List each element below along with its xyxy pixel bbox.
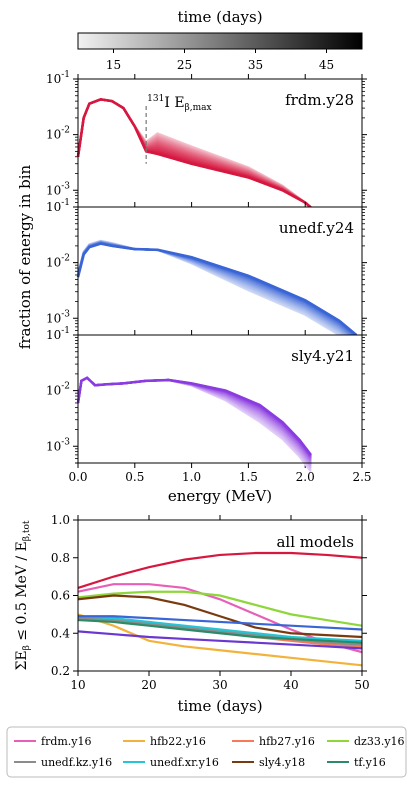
spectrum-line — [76, 376, 312, 456]
panel-label: all models — [276, 533, 354, 551]
legend-entry: dz33.y16 — [354, 735, 405, 748]
shared-ylabel: fraction of energy in bin — [16, 164, 34, 349]
panel-label: unedf.y24 — [279, 219, 354, 237]
legend-entry: sly4.y18 — [259, 756, 305, 769]
ytick-label: 10-3 — [46, 309, 70, 325]
legend: frdm.y16 hfb22.y16 hfb27.y16 dz33.y16 unedf.… — [6, 726, 407, 778]
panel-all-models: 0.2 0.4 0.6 0.8 1.0 10 20 30 40 50 all models time … — [14, 513, 370, 715]
xtick-label: 10 — [70, 678, 85, 692]
ytick-label: 10-2 — [46, 382, 70, 398]
legend-entry: unedf.xr.y16 — [150, 756, 219, 769]
model-line-unedf.xr.y16 — [77, 615, 363, 642]
xtick-label: 0.0 — [68, 470, 87, 484]
colorbar-tick-label: 25 — [177, 58, 192, 72]
legend-entry: hfb22.y16 — [150, 735, 206, 748]
ytick-label: 10-1 — [46, 198, 70, 214]
spectrum-line — [76, 98, 318, 214]
ytick-label: 0.6 — [51, 589, 70, 603]
legend-entry: tf.y16 — [354, 756, 386, 769]
ytick-label: 10-3 — [46, 181, 70, 197]
xtick-label: 20 — [141, 678, 156, 692]
xtick-label: 30 — [212, 678, 227, 692]
model-line-frdm.y28 — [77, 551, 363, 589]
model-line-sly4.y18 — [77, 594, 363, 639]
ytick-label: 10-2 — [46, 126, 70, 142]
ytick-label: 0.4 — [51, 626, 70, 640]
xtick-label: 50 — [354, 678, 369, 692]
xtick-label: 2.0 — [296, 470, 315, 484]
panel-sly4: 10-1 10-2 10-3 sly4.y21 0.0 0.5 1.0 1.5 2.0 2.5 en… — [46, 326, 372, 505]
colorbar-title: time (days) — [177, 8, 262, 26]
model-line-sly4.y21 — [77, 630, 363, 650]
panel-label: frdm.y28 — [285, 91, 354, 109]
xtick-label: 0.5 — [125, 470, 144, 484]
legend-entry: hfb27.y16 — [259, 735, 315, 748]
panel-label: sly4.y21 — [291, 347, 354, 365]
panel-frdm: 10-1 10-2 10-3 frdm.y28 131I Eβ,max — [46, 70, 367, 214]
ytick-label: 1.0 — [51, 513, 70, 527]
colorbar-tick-label: 45 — [319, 58, 334, 72]
model-line-unedf.y24 — [78, 615, 363, 631]
xtick-label: 2.5 — [352, 470, 371, 484]
colorbar-ticks: 15 25 35 45 — [106, 49, 334, 72]
model-line-hfb22.y16 — [77, 613, 363, 667]
ebeta-max-label: 131I Eβ,max — [147, 94, 211, 113]
panel-unedf: 10-1 10-2 10-3 unedf.y24 — [46, 198, 367, 351]
ytick-label: 10-1 — [46, 70, 70, 86]
xtick-label: 1.5 — [239, 470, 258, 484]
ytick-label: 10-3 — [46, 437, 70, 453]
colorbar — [77, 32, 363, 50]
ytick-label: 0.8 — [51, 551, 70, 565]
xaxis-label: time (days) — [177, 697, 262, 715]
spectrum-line — [76, 242, 358, 336]
legend-entry: frdm.y16 — [41, 735, 92, 748]
legend-entry: unedf.kz.y16 — [41, 756, 112, 769]
ytick-label: 10-1 — [46, 326, 70, 342]
model-line-unedf.kz.y16 — [77, 617, 363, 646]
legend-box — [6, 726, 407, 778]
model-line-tf.y16 — [77, 618, 363, 644]
xtick-label: 1.0 — [182, 470, 201, 484]
colorbar-tick-label: 15 — [106, 58, 121, 72]
colorbar-tick-label: 35 — [248, 58, 263, 72]
xtick-label: 40 — [283, 678, 298, 692]
yaxis-label: ΣEβ ≤ 0.5 MeV / Eβ,tot — [14, 520, 32, 670]
ytick-label: 10-2 — [46, 254, 70, 270]
ytick-label: 0.2 — [51, 664, 70, 678]
xaxis-label: energy (MeV) — [168, 487, 272, 505]
model-line-dz33.y16 — [77, 590, 363, 627]
